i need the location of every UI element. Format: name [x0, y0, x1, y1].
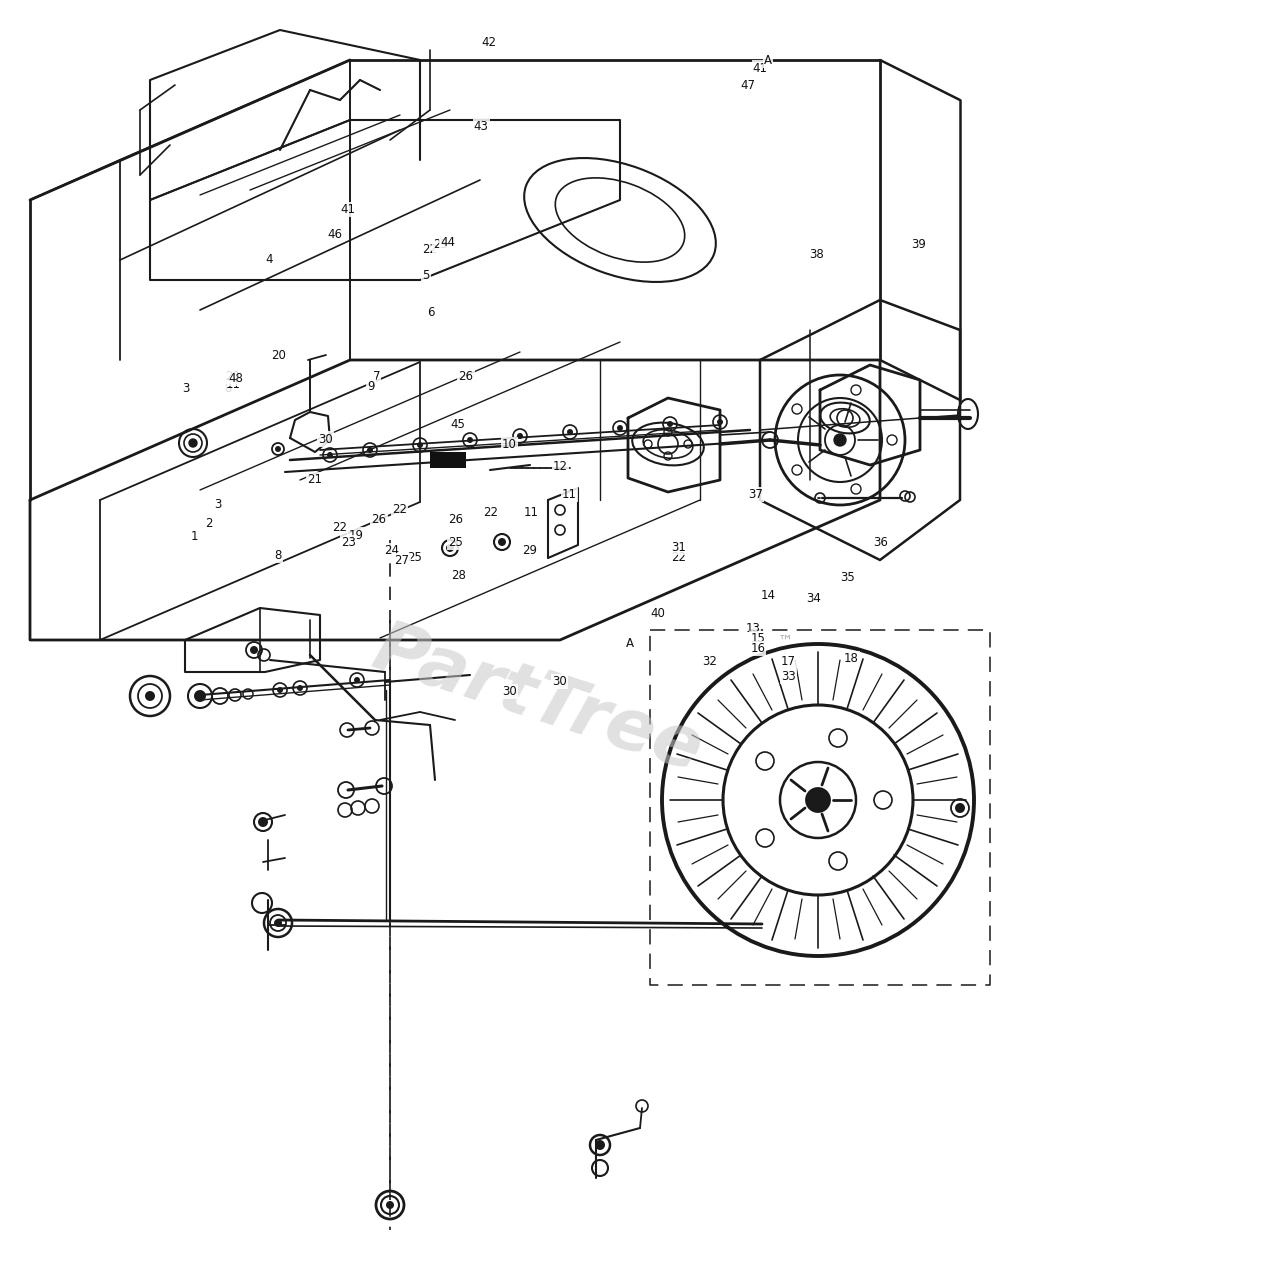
- Circle shape: [355, 676, 360, 683]
- Text: 19: 19: [348, 529, 364, 541]
- Text: 3: 3: [182, 382, 189, 395]
- Text: ™: ™: [778, 634, 794, 649]
- Circle shape: [145, 692, 155, 700]
- Text: 31: 31: [671, 541, 686, 554]
- Text: 35: 35: [840, 572, 855, 584]
- Text: 32: 32: [701, 655, 717, 668]
- Text: 47: 47: [740, 80, 755, 92]
- Text: 22: 22: [671, 551, 686, 564]
- Text: 42: 42: [481, 37, 497, 49]
- Text: 30: 30: [552, 675, 567, 688]
- Text: 8: 8: [274, 549, 282, 562]
- Text: 21: 21: [307, 473, 323, 486]
- Text: 25: 25: [448, 536, 463, 549]
- Text: 26: 26: [448, 514, 463, 526]
- Text: 41: 41: [753, 62, 768, 74]
- Bar: [430, 452, 466, 468]
- Circle shape: [195, 690, 206, 702]
- Text: 8: 8: [224, 382, 232, 395]
- Circle shape: [567, 429, 573, 435]
- Text: 34: 34: [806, 592, 822, 604]
- Text: 14: 14: [760, 589, 776, 602]
- Text: 4: 4: [265, 254, 273, 266]
- Text: 43: 43: [474, 120, 489, 133]
- Circle shape: [498, 538, 506, 546]
- Text: 38: 38: [809, 249, 824, 261]
- Circle shape: [259, 817, 268, 827]
- Text: PartTree: PartTree: [365, 615, 710, 786]
- Text: 11: 11: [225, 379, 241, 391]
- Text: 3: 3: [214, 498, 221, 511]
- Text: 29: 29: [522, 544, 538, 557]
- Circle shape: [189, 439, 197, 447]
- Circle shape: [276, 687, 283, 693]
- Text: 11: 11: [524, 506, 539, 519]
- Circle shape: [467, 437, 474, 443]
- Circle shape: [617, 425, 623, 432]
- Circle shape: [667, 422, 673, 427]
- Text: 13: 13: [745, 622, 760, 635]
- Text: 5: 5: [422, 269, 430, 281]
- Text: 9: 9: [367, 380, 375, 392]
- Text: 11: 11: [562, 488, 577, 501]
- Text: 15: 15: [750, 632, 765, 645]
- Text: A: A: [626, 637, 634, 650]
- Circle shape: [326, 452, 333, 458]
- Text: 23: 23: [340, 536, 356, 549]
- Text: 37: 37: [748, 488, 763, 501]
- Circle shape: [275, 445, 282, 452]
- Text: 46: 46: [328, 228, 343, 241]
- Circle shape: [367, 447, 372, 453]
- Text: 44: 44: [440, 236, 456, 249]
- Text: 41: 41: [340, 203, 356, 216]
- Circle shape: [806, 787, 829, 811]
- Text: 30: 30: [502, 685, 517, 698]
- Circle shape: [445, 544, 454, 551]
- Text: 26: 26: [371, 514, 387, 526]
- Text: 22: 22: [332, 521, 347, 534]
- Text: 22: 22: [422, 244, 438, 256]
- Text: 24: 24: [384, 544, 399, 557]
- Text: 17: 17: [781, 655, 796, 668]
- Text: 6: 6: [428, 307, 435, 319]
- Text: 33: 33: [781, 670, 796, 683]
- Text: 30: 30: [317, 433, 333, 445]
- Text: 28: 28: [451, 569, 466, 582]
- Text: 25: 25: [433, 239, 448, 251]
- Text: 16: 16: [750, 642, 765, 655]
- Text: 7: 7: [372, 370, 380, 382]
- Text: A: A: [764, 54, 772, 67]
- Text: 22: 22: [392, 504, 407, 516]
- Circle shape: [387, 1201, 394, 1209]
- Text: 48: 48: [228, 372, 243, 385]
- Text: 20: 20: [225, 370, 241, 382]
- Text: 45: 45: [451, 418, 466, 430]
- Text: 18: 18: [844, 652, 859, 665]
- Text: 40: 40: [650, 607, 666, 620]
- Circle shape: [717, 419, 723, 425]
- Circle shape: [835, 434, 846, 445]
- Text: 22: 22: [483, 506, 498, 519]
- Text: 20: 20: [271, 350, 287, 362]
- Text: 26: 26: [458, 370, 474, 382]
- Text: 36: 36: [873, 536, 888, 549]
- Text: 1: 1: [191, 530, 198, 543]
- Circle shape: [955, 803, 965, 813]
- Circle shape: [274, 919, 282, 928]
- Text: 10: 10: [502, 438, 517, 451]
- Circle shape: [417, 442, 422, 448]
- Circle shape: [297, 685, 303, 692]
- Text: 2: 2: [205, 517, 212, 530]
- Circle shape: [250, 646, 259, 654]
- Text: 27: 27: [394, 554, 410, 567]
- Circle shape: [517, 433, 524, 439]
- Text: 12: 12: [553, 461, 568, 473]
- Text: 39: 39: [911, 239, 927, 251]
- Circle shape: [595, 1140, 605, 1150]
- Text: 25: 25: [407, 551, 422, 564]
